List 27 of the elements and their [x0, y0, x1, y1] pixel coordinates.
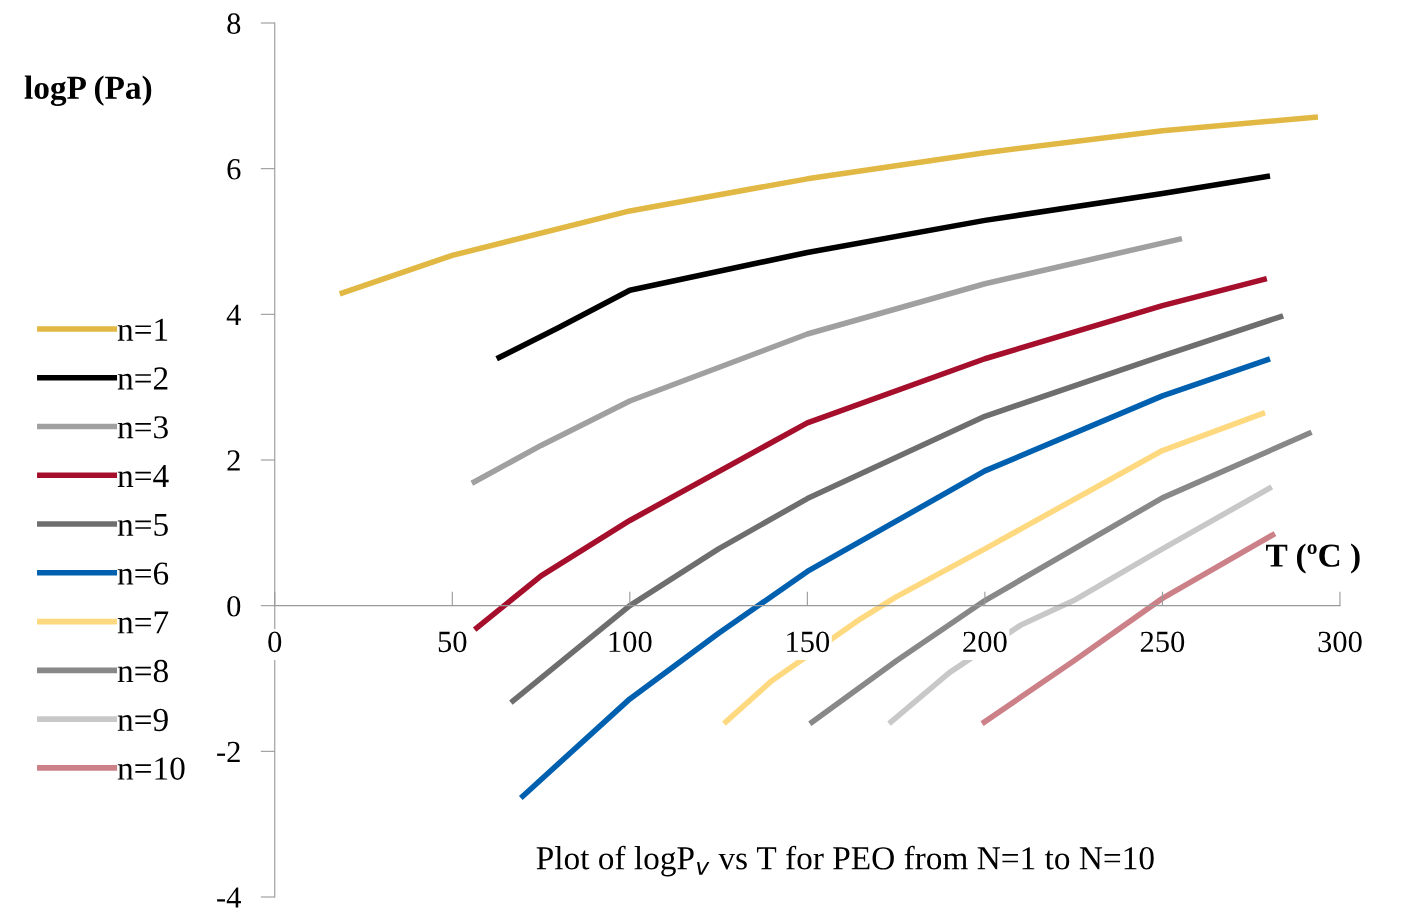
y-tick-label: 8 [227, 13, 241, 34]
legend-label: n=2 [117, 367, 168, 390]
y-tick-label: -4 [217, 887, 241, 908]
y-tick-label: 6 [227, 159, 241, 180]
legend-label: n=1 [117, 318, 168, 341]
y-axis-title: logP (Pa) [24, 75, 152, 107]
y-tick-label: 0 [227, 595, 241, 617]
annotation: Plot of logP$_{v}$ vs T for PEO from N=1 to N=10 [536, 845, 1154, 877]
legend-label: n=6 [117, 562, 169, 585]
legend-label: n=7 [117, 611, 169, 634]
x-tick-label: 0 [268, 631, 282, 653]
x-tick-label: 100 [609, 631, 652, 653]
x-tick-label: 50 [438, 631, 467, 653]
x-tick-label: 150 [787, 631, 830, 653]
legend-label: n=4 [117, 465, 169, 487]
legend-label: n=10 [117, 757, 185, 780]
y-tick-label: -2 [217, 741, 240, 762]
legend-label: n=3 [117, 416, 168, 439]
legend-label: n=5 [117, 513, 168, 537]
legend-label: n=9 [117, 708, 168, 732]
x-tick-label: 200 [963, 631, 1007, 653]
x-axis-title: T (ºC ) [1266, 543, 1360, 574]
legend-label: n=8 [117, 659, 168, 683]
x-tick-label: 300 [1318, 631, 1362, 653]
y-tick-label: 4 [226, 304, 241, 325]
x-tick-label: 250 [1140, 631, 1185, 653]
y-tick-label: 2 [227, 450, 240, 471]
